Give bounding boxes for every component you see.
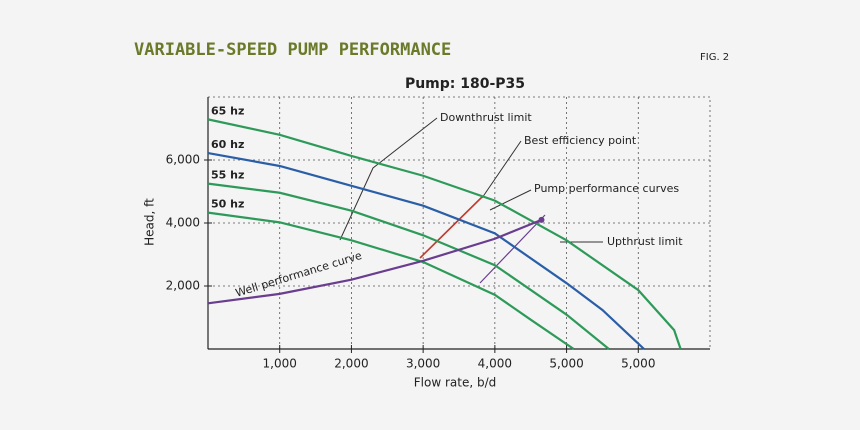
series-label: 50 hz: [211, 198, 244, 211]
series-line: [207, 182, 610, 350]
x-axis-label: Flow rate, b/d: [414, 376, 497, 390]
series-line: [207, 151, 645, 350]
annotation-leaders: [339, 117, 603, 284]
x-tick-label: 5,000: [549, 357, 583, 371]
y-axis-label: Head, ft: [143, 198, 157, 246]
annotation: Downthrust limit: [440, 111, 532, 124]
series-label: 60 hz: [211, 138, 244, 151]
annotation: Best efficiency point: [524, 134, 637, 147]
annotation: Upthrust limit: [607, 235, 683, 248]
upthrust-line: [479, 214, 546, 284]
leader: [489, 189, 532, 211]
series-label: 55 hz: [211, 169, 244, 182]
series-line: [207, 211, 575, 350]
x-tick-label: 3,000: [406, 357, 440, 371]
leader: [481, 140, 522, 199]
x-tick-label: 2,000: [334, 357, 368, 371]
best-efficiency-line: [419, 196, 483, 259]
chart-title: Pump: 180-P35: [405, 76, 525, 92]
series-line: [207, 118, 682, 350]
x-tick-label: 5,000: [621, 357, 655, 371]
page-title: VARIABLE-SPEED PUMP PERFORMANCE: [134, 40, 451, 60]
end-marker: [538, 216, 545, 223]
annotation: Pump performance curves: [534, 182, 679, 195]
leader: [339, 117, 438, 241]
series-label: 65 hz: [211, 104, 244, 117]
series-line: [207, 218, 542, 305]
x-tick-label: 1,000: [263, 357, 297, 371]
y-tick-label: 2,000: [166, 279, 200, 293]
figure-label: FIG. 2: [700, 52, 729, 63]
x-tick-label: 4,000: [478, 357, 512, 371]
y-tick-label: 6,000: [166, 153, 200, 167]
y-tick-label: 4,000: [166, 216, 200, 230]
